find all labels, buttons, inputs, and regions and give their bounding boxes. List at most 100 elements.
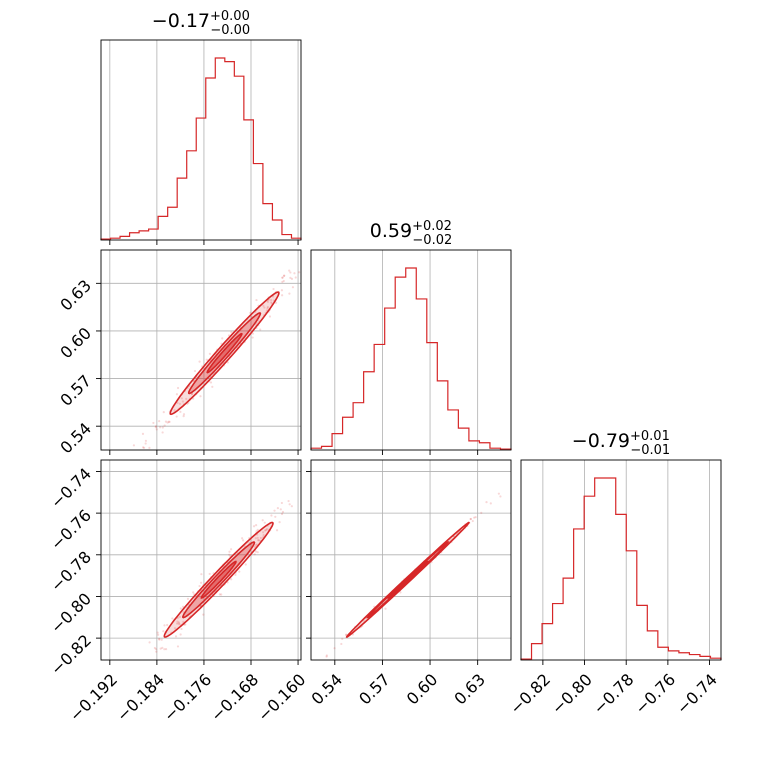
sample-point (263, 529, 267, 532)
sample-point (257, 319, 260, 322)
x-tick-label: −0.168 (207, 670, 262, 725)
sample-point (281, 276, 284, 279)
y-tick-label: 0.60 (56, 324, 95, 363)
sample-point (280, 512, 284, 516)
sample-point (158, 638, 161, 641)
sample-point (171, 617, 174, 620)
sample-point (469, 517, 472, 521)
sample-point (182, 413, 186, 416)
panel-frame (520, 459, 722, 661)
sample-point (258, 539, 261, 542)
sample-point (325, 655, 328, 658)
sample-point (291, 286, 295, 289)
histogram-step-line (310, 267, 512, 450)
sample-point (161, 646, 164, 649)
y-tick-label: 0.63 (56, 276, 95, 315)
sample-point (161, 431, 164, 434)
sample-point (184, 623, 187, 626)
sample-point (274, 515, 277, 518)
x-tick-label: −0.76 (631, 670, 679, 718)
histogram-step-line (520, 477, 722, 660)
sample-point (141, 432, 145, 435)
sample-point (161, 426, 164, 429)
sample-point (262, 304, 265, 307)
sample-point (242, 539, 245, 542)
sample-point (177, 622, 180, 625)
sample-point (166, 421, 169, 424)
sample-point (262, 533, 265, 537)
sample-point (199, 395, 202, 398)
y-tick-label: 0.54 (56, 419, 95, 458)
sample-point (272, 287, 275, 291)
x-tick-label: −0.82 (506, 670, 554, 718)
sample-point (193, 369, 197, 373)
sample-point (274, 301, 278, 304)
sample-point (142, 446, 145, 449)
sample-point (155, 428, 158, 431)
sample-point (208, 352, 211, 355)
sample-point (186, 597, 190, 600)
panel-title: −0.79+0.01 −0.01 (572, 429, 670, 458)
sample-point (164, 648, 168, 651)
x-tick-label: 0.54 (307, 670, 346, 709)
histogram-panel-1: −0.17+0.00 −0.00 (100, 9, 302, 245)
sample-point (287, 499, 290, 503)
sample-point (298, 271, 301, 274)
sample-point (192, 591, 195, 594)
x-tick-label: −0.192 (66, 670, 121, 725)
y-tick-label: 0.57 (56, 371, 95, 410)
histogram-panel-3: −0.82−0.80−0.78−0.76−0.74 −0.79+0.01 −0.01 (506, 429, 722, 718)
sample-point (263, 306, 266, 309)
sample-point (278, 521, 281, 524)
sample-point (180, 627, 183, 631)
sample-point (265, 528, 268, 532)
sample-point (283, 274, 286, 277)
sample-point (177, 621, 181, 624)
sample-point (176, 620, 179, 623)
sample-point (144, 442, 147, 445)
sample-point (255, 524, 258, 527)
x-tick-label: −0.160 (254, 670, 309, 725)
sample-point (251, 332, 255, 335)
sample-point (253, 545, 257, 548)
sample-point (293, 272, 296, 275)
sample-point (249, 311, 252, 314)
sample-point (179, 633, 182, 636)
sample-point (181, 400, 184, 403)
panel-frame (100, 249, 302, 451)
sample-point (230, 331, 233, 334)
sample-point (289, 271, 292, 274)
sample-point (198, 584, 201, 588)
sample-point (474, 516, 477, 519)
sample-point (290, 277, 294, 280)
x-tick-label: −0.74 (673, 670, 721, 718)
sample-point (180, 397, 183, 400)
sample-point (256, 539, 260, 542)
sample-point (220, 593, 223, 596)
density-contour (169, 291, 280, 416)
histogram-panel-2: 0.59+0.02 −0.02 (310, 219, 512, 455)
sample-point (333, 647, 336, 650)
sample-point (157, 633, 160, 636)
sample-point (163, 648, 166, 651)
sample-point (255, 298, 258, 302)
sample-point (179, 410, 182, 413)
sample-point (384, 607, 387, 610)
sample-point (153, 646, 156, 650)
sample-point (294, 276, 297, 279)
sample-point (255, 543, 258, 546)
sample-point (175, 415, 178, 418)
sample-point (178, 623, 181, 626)
sample-point (254, 550, 258, 553)
sample-point (253, 553, 256, 556)
sample-point (200, 581, 203, 584)
sample-point (154, 426, 157, 429)
y-tick-label: −0.74 (47, 464, 95, 512)
sample-point (148, 446, 151, 449)
sample-point (485, 500, 488, 504)
sample-point (175, 393, 179, 396)
sample-point (469, 517, 473, 521)
x-tick-label: 0.57 (355, 670, 394, 709)
sample-point (281, 280, 284, 284)
